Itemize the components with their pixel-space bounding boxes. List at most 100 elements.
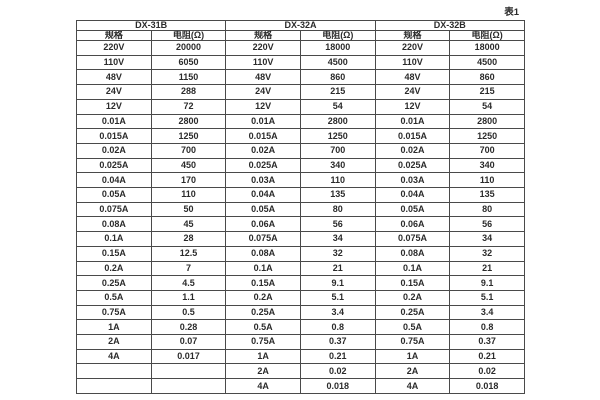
spec-cell: 1A xyxy=(225,348,301,365)
resistance-cell: 21 xyxy=(449,260,525,277)
spec-cell: 2A xyxy=(225,363,301,380)
resistance-cell: 0.37 xyxy=(299,334,376,350)
resistance-cell: 4.5 xyxy=(150,275,227,291)
table-body: 220V 20000 220V 18000 220V 18000 110V 6050 110V 4… xyxy=(76,40,525,394)
resistance-cell: 860 xyxy=(449,69,525,86)
group-header-dx-32b: DX-32B xyxy=(374,20,526,31)
resistance-cell: 1250 xyxy=(449,128,525,144)
spec-cell: 0.04A xyxy=(76,172,152,189)
resistance-cell: 215 xyxy=(299,84,376,100)
resistance-cell: 4500 xyxy=(449,54,525,71)
spec-cell: 0.5A xyxy=(374,319,451,336)
spec-cell: 0.015A xyxy=(76,128,152,144)
table-row: 0.025A 450 0.025A 340 0.025A 340 xyxy=(76,157,525,174)
spec-cell: 0.15A xyxy=(374,275,451,291)
table-row: 110V 6050 110V 4500 110V 4500 xyxy=(76,54,525,71)
spec-cell: 0.05A xyxy=(225,201,301,218)
table-row: 220V 20000 220V 18000 220V 18000 xyxy=(76,40,525,56)
table-row: 0.02A 700 0.02A 700 0.02A 700 xyxy=(76,142,525,159)
spec-column-header: 规格 xyxy=(374,30,451,41)
table-row: 0.2A 7 0.1A 21 0.1A 21 xyxy=(76,260,525,277)
resistance-cell: 2800 xyxy=(449,113,525,130)
spec-cell: 0.02A xyxy=(76,142,152,159)
table-row: 2A 0.07 0.75A 0.37 0.75A 0.37 xyxy=(76,334,525,350)
spec-cell: 12V xyxy=(76,98,152,115)
spec-cell: 0.04A xyxy=(374,187,451,203)
table-head: DX-31B DX-32A DX-32B 规格 电阻(Ω) 规格 电阻(Ω) 规格 电阻(Ω) xyxy=(75,20,526,41)
resistance-cell: 18000 xyxy=(299,40,376,56)
spec-cell: 4A xyxy=(76,348,152,365)
spec-cell: 48V xyxy=(374,69,451,86)
resistance-cell: 0.017 xyxy=(150,348,227,365)
resistance-cell: 860 xyxy=(299,69,376,86)
spec-cell: 0.5A xyxy=(225,319,301,336)
resistance-cell: 2800 xyxy=(150,113,227,130)
resistance-cell: 0.02 xyxy=(299,363,376,380)
resistance-cell: 0.8 xyxy=(449,319,525,336)
spec-cell: 0.025A xyxy=(374,157,451,174)
resistance-cell: 0.8 xyxy=(299,319,376,336)
resistance-cell: 700 xyxy=(449,142,525,159)
spec-cell: 0.02A xyxy=(374,142,451,159)
table-row: 0.015A 1250 0.015A 1250 0.015A 1250 xyxy=(76,128,525,144)
resistance-column-header: 电阻(Ω) xyxy=(299,30,376,41)
resistance-cell: 215 xyxy=(449,84,525,100)
spec-cell: 0.01A xyxy=(225,113,301,130)
spec-cell: 0.25A xyxy=(76,275,152,291)
resistance-cell: 54 xyxy=(299,98,376,115)
spec-column-header: 规格 xyxy=(76,30,152,41)
resistance-cell: 3.4 xyxy=(299,304,376,321)
spec-cell: 0.03A xyxy=(374,172,451,189)
group-header-row: DX-31B DX-32A DX-32B xyxy=(75,20,526,31)
spec-cell: 0.25A xyxy=(374,304,451,321)
spec-cell: 110V xyxy=(374,54,451,71)
resistance-cell: 135 xyxy=(449,187,525,203)
resistance-cell: 0.5 xyxy=(150,304,227,321)
spec-cell: 0.06A xyxy=(225,216,301,233)
spec-cell: 1A xyxy=(76,319,152,336)
spec-cell: 0.15A xyxy=(76,245,152,262)
resistance-cell: 9.1 xyxy=(449,275,525,291)
table-row: 0.08A 45 0.06A 56 0.06A 56 xyxy=(76,216,525,233)
table-row: 0.04A 170 0.03A 110 0.03A 110 xyxy=(76,172,525,189)
resistance-cell: 0.02 xyxy=(449,363,525,380)
group-header-dx-31b: DX-31B xyxy=(75,20,227,31)
table-caption: 表1 xyxy=(504,7,519,18)
spec-cell: 0.075A xyxy=(374,231,451,247)
resistance-cell: 5.1 xyxy=(449,289,525,306)
resistance-cell: 18000 xyxy=(449,40,525,56)
spec-cell: 0.06A xyxy=(374,216,451,233)
spec-cell: 12V xyxy=(374,98,451,115)
spec-cell xyxy=(76,378,152,394)
spec-cell: 0.01A xyxy=(76,113,152,130)
table-row: 24V 288 24V 215 24V 215 xyxy=(76,84,525,100)
spec-cell: 0.1A xyxy=(225,260,301,277)
table-row: 0.1A 28 0.075A 34 0.075A 34 xyxy=(76,231,525,247)
spec-cell: 0.2A xyxy=(76,260,152,277)
spec-cell: 0.04A xyxy=(225,187,301,203)
resistance-cell: 20000 xyxy=(150,40,227,56)
resistance-column-header: 电阻(Ω) xyxy=(449,30,525,41)
spec-cell: 0.05A xyxy=(374,201,451,218)
table-row: 4A 0.017 1A 0.21 1A 0.21 xyxy=(76,348,525,365)
spec-cell: 2A xyxy=(76,334,152,350)
spec-cell: 220V xyxy=(225,40,301,56)
spec-cell: 2A xyxy=(374,363,451,380)
spec-cell: 0.02A xyxy=(225,142,301,159)
resistance-cell: 5.1 xyxy=(299,289,376,306)
table-row: 4A 0.018 4A 0.018 xyxy=(76,378,525,394)
spec-cell: 12V xyxy=(225,98,301,115)
resistance-cell: 135 xyxy=(299,187,376,203)
spec-column-header: 规格 xyxy=(225,30,301,41)
resistance-cell: 4500 xyxy=(299,54,376,71)
spec-cell: 0.03A xyxy=(225,172,301,189)
resistance-cell: 450 xyxy=(150,157,227,174)
resistance-cell: 1250 xyxy=(150,128,227,144)
resistance-cell: 32 xyxy=(299,245,376,262)
resistance-cell: 170 xyxy=(150,172,227,189)
table-row: 1A 0.28 0.5A 0.8 0.5A 0.8 xyxy=(76,319,525,336)
spec-cell: 24V xyxy=(225,84,301,100)
resistance-cell: 0.21 xyxy=(449,348,525,365)
spec-cell: 0.075A xyxy=(76,201,152,218)
